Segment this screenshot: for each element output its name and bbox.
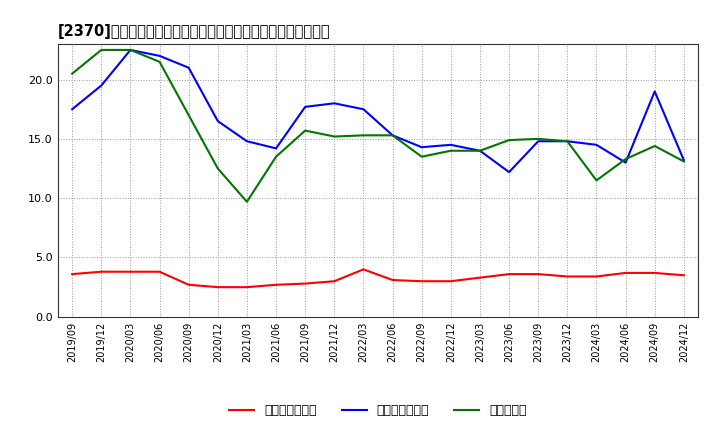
Line: 売上債権回転率: 売上債権回転率: [72, 269, 684, 287]
Legend: 売上債権回転率, 買入債務回転率, 在庫回転率: 売上債権回転率, 買入債務回転率, 在庫回転率: [224, 400, 532, 422]
売上債権回転率: [68, 271, 76, 277]
売上債権回転率: [476, 275, 485, 280]
在庫回転率: [446, 148, 455, 154]
買入債務回転率: [592, 142, 600, 147]
在庫回転率: [271, 154, 280, 159]
買入債務回転率: [126, 47, 135, 52]
買入債務回転率: [359, 106, 368, 112]
売上債権回転率: [388, 277, 397, 282]
在庫回転率: [126, 47, 135, 52]
買入債務回転率: [621, 160, 630, 165]
在庫回転率: [243, 199, 251, 205]
在庫回転率: [680, 159, 688, 164]
買入債務回転率: [388, 133, 397, 138]
Line: 買入債務回転率: 買入債務回転率: [72, 50, 684, 172]
買入債務回転率: [213, 118, 222, 124]
売上債権回転率: [330, 279, 338, 284]
売上債権回転率: [621, 270, 630, 275]
Line: 在庫回転率: 在庫回転率: [72, 50, 684, 202]
買入債務回転率: [563, 139, 572, 144]
売上債権回転率: [301, 281, 310, 286]
買入債務回転率: [301, 104, 310, 110]
在庫回転率: [650, 143, 659, 149]
買入債務回転率: [650, 89, 659, 94]
在庫回転率: [184, 113, 193, 118]
在庫回転率: [592, 178, 600, 183]
売上債権回転率: [418, 279, 426, 284]
在庫回転率: [213, 166, 222, 171]
Text: [2370]　売上債権回転率、買入債務回転率、在庫回転率の推移: [2370] 売上債権回転率、買入債務回転率、在庫回転率の推移: [58, 24, 330, 39]
在庫回転率: [301, 128, 310, 133]
在庫回転率: [330, 134, 338, 139]
買入債務回転率: [97, 83, 106, 88]
売上債権回転率: [271, 282, 280, 287]
買入債務回転率: [271, 146, 280, 151]
在庫回転率: [359, 133, 368, 138]
買入債務回転率: [476, 148, 485, 154]
売上債権回転率: [505, 271, 513, 277]
買入債務回転率: [505, 169, 513, 175]
在庫回転率: [534, 136, 543, 142]
買入債務回転率: [418, 145, 426, 150]
売上債権回転率: [359, 267, 368, 272]
買入債務回転率: [680, 158, 688, 163]
在庫回転率: [68, 71, 76, 76]
買入債務回転率: [243, 139, 251, 144]
売上債権回転率: [680, 273, 688, 278]
売上債権回転率: [534, 271, 543, 277]
在庫回転率: [621, 156, 630, 161]
売上債権回転率: [563, 274, 572, 279]
売上債権回転率: [156, 269, 164, 275]
在庫回転率: [476, 148, 485, 154]
売上債権回転率: [97, 269, 106, 275]
買入債務回転率: [156, 53, 164, 59]
買入債務回転率: [330, 101, 338, 106]
売上債権回転率: [184, 282, 193, 287]
売上債権回転率: [243, 285, 251, 290]
買入債務回転率: [184, 65, 193, 70]
在庫回転率: [505, 137, 513, 143]
在庫回転率: [388, 133, 397, 138]
売上債権回転率: [650, 270, 659, 275]
在庫回転率: [156, 59, 164, 64]
売上債権回転率: [592, 274, 600, 279]
売上債権回転率: [213, 285, 222, 290]
売上債権回転率: [126, 269, 135, 275]
買入債務回転率: [534, 139, 543, 144]
在庫回転率: [418, 154, 426, 159]
買入債務回転率: [68, 106, 76, 112]
買入債務回転率: [446, 142, 455, 147]
在庫回転率: [97, 47, 106, 52]
在庫回転率: [563, 139, 572, 144]
売上債権回転率: [446, 279, 455, 284]
